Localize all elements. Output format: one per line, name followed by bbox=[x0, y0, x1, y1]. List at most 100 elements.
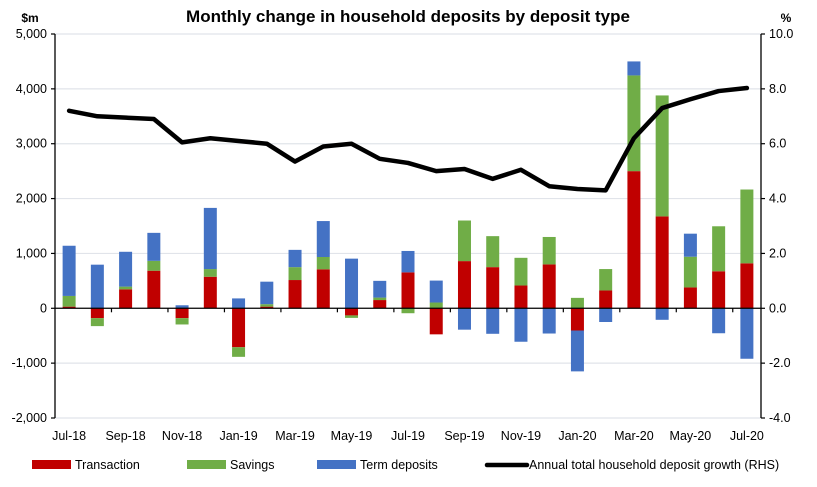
bar-term-deposits-jul-18 bbox=[62, 245, 76, 296]
bar-term-deposits-jan-19 bbox=[232, 298, 246, 309]
bar-term-deposits-dec-19 bbox=[542, 308, 556, 334]
y-axis-ticks: 5,000 4,000 3,000 2,000 1,000 0 -1,000 -2,000 bbox=[12, 27, 55, 425]
legend-swatch-transaction bbox=[32, 460, 71, 469]
bar-savings-aug-19 bbox=[429, 302, 443, 309]
x-axis-ticks: Jul-18 Sep-18 Nov-18 Jan-19 Mar-19 May-19 Jul-… bbox=[52, 429, 764, 443]
bar-transaction-feb-20 bbox=[599, 290, 613, 309]
bar-term-deposits-feb-19 bbox=[260, 281, 274, 305]
bar-term-deposits-may-20 bbox=[683, 233, 697, 257]
bar-term-deposits-apr-19 bbox=[316, 221, 330, 257]
x-tick-label: Nov-18 bbox=[162, 429, 202, 443]
bar-term-deposits-aug-19 bbox=[429, 280, 443, 303]
bar-term-deposits-aug-18 bbox=[90, 264, 104, 309]
bar-term-deposits-jun-19 bbox=[373, 280, 387, 298]
x-tick-label: Sep-18 bbox=[105, 429, 145, 443]
y2-tick-label: 10.0 bbox=[769, 27, 793, 41]
y-tick-label: 2,000 bbox=[16, 192, 47, 206]
growth-line-group bbox=[66, 85, 750, 193]
y-tick-label: -2,000 bbox=[12, 411, 47, 425]
bar-savings-mar-20 bbox=[627, 75, 641, 172]
bar-savings-jul-19 bbox=[401, 308, 415, 314]
y-tick-label: 1,000 bbox=[16, 246, 47, 260]
x-tick-label: Mar-19 bbox=[275, 429, 315, 443]
bar-savings-jun-19 bbox=[373, 297, 387, 301]
bar-transaction-apr-19 bbox=[316, 269, 330, 309]
x-tick-label: Jul-18 bbox=[52, 429, 86, 443]
x-tick-label: Jan-20 bbox=[558, 429, 596, 443]
bar-savings-may-19 bbox=[345, 315, 359, 318]
bar-transaction-oct-19 bbox=[486, 267, 500, 309]
bar-savings-feb-20 bbox=[599, 269, 613, 291]
x-tick-label: Mar-20 bbox=[614, 429, 654, 443]
bar-term-deposits-feb-20 bbox=[599, 308, 613, 322]
bar-savings-apr-20 bbox=[655, 95, 669, 217]
x-tick-label: Jan-19 bbox=[219, 429, 257, 443]
y-tick-label: 0 bbox=[40, 301, 47, 315]
bar-term-deposits-dec-18 bbox=[203, 207, 217, 270]
bar-transaction-apr-20 bbox=[655, 216, 669, 309]
legend-swatch-savings bbox=[187, 460, 226, 469]
bar-savings-nov-18 bbox=[175, 318, 189, 325]
y-tick-label: 5,000 bbox=[16, 27, 47, 41]
bar-term-deposits-oct-18 bbox=[147, 232, 161, 261]
bar-term-deposits-mar-20 bbox=[627, 61, 641, 76]
y2-tick-label: 2.0 bbox=[769, 246, 786, 260]
y2-tick-label: 4.0 bbox=[769, 192, 786, 206]
y2-axis-ticks: 10.0 8.0 6.0 4.0 2.0 0.0 -2.0 -4.0 bbox=[761, 27, 793, 425]
bar-term-deposits-jun-20 bbox=[712, 308, 726, 334]
bar-savings-oct-18 bbox=[147, 260, 161, 271]
bar-savings-dec-19 bbox=[542, 236, 556, 265]
bar-savings-sep-19 bbox=[457, 220, 471, 262]
bar-transaction-nov-19 bbox=[514, 285, 528, 309]
bar-savings-dec-18 bbox=[203, 269, 217, 277]
y-tick-label: -1,000 bbox=[12, 356, 47, 370]
y2-axis-unit-label: % bbox=[781, 11, 792, 25]
bar-savings-sep-18 bbox=[119, 286, 133, 290]
y2-tick-label: 8.0 bbox=[769, 82, 786, 96]
y2-tick-label: 0.0 bbox=[769, 301, 786, 315]
legend: Transaction Savings Term deposits Annual to… bbox=[32, 458, 779, 472]
legend-label: Term deposits bbox=[360, 458, 438, 472]
bar-term-deposits-jul-19 bbox=[401, 250, 415, 273]
bar-transaction-jun-20 bbox=[712, 271, 726, 309]
bar-transaction-sep-18 bbox=[119, 289, 133, 309]
bar-savings-oct-19 bbox=[486, 236, 500, 268]
bar-term-deposits-jan-20 bbox=[570, 330, 584, 372]
bar-savings-jul-20 bbox=[740, 189, 754, 264]
legend-label: Transaction bbox=[75, 458, 140, 472]
legend-label: Savings bbox=[230, 458, 274, 472]
bar-transaction-may-19 bbox=[345, 308, 359, 316]
bar-savings-nov-19 bbox=[514, 257, 528, 286]
bar-transaction-jul-18 bbox=[62, 306, 76, 309]
bar-savings-jan-20 bbox=[570, 297, 584, 309]
bar-transaction-mar-19 bbox=[288, 280, 302, 309]
y-axis-unit-label: $m bbox=[21, 11, 38, 25]
y2-tick-label: 6.0 bbox=[769, 137, 786, 151]
bar-transaction-mar-20 bbox=[627, 171, 641, 309]
bar-term-deposits-apr-20 bbox=[655, 308, 669, 320]
bar-term-deposits-nov-18 bbox=[175, 305, 189, 309]
x-tick-label: Jul-19 bbox=[391, 429, 425, 443]
bar-savings-may-20 bbox=[683, 256, 697, 288]
x-tick-label: Sep-19 bbox=[444, 429, 484, 443]
bar-transaction-jul-19 bbox=[401, 272, 415, 309]
bar-savings-mar-19 bbox=[288, 267, 302, 281]
y-tick-label: 3,000 bbox=[16, 137, 47, 151]
bar-term-deposits-oct-19 bbox=[486, 308, 500, 334]
bar-term-deposits-sep-18 bbox=[119, 251, 133, 287]
bar-savings-jul-18 bbox=[62, 295, 76, 307]
bar-term-deposits-jul-20 bbox=[740, 308, 754, 359]
x-tick-label: May-19 bbox=[331, 429, 373, 443]
bar-term-deposits-may-19 bbox=[345, 258, 359, 309]
x-tick-label: Nov-19 bbox=[501, 429, 541, 443]
bar-transaction-aug-19 bbox=[429, 308, 443, 335]
bar-transaction-jan-19 bbox=[232, 308, 246, 348]
bar-transaction-dec-18 bbox=[203, 276, 217, 309]
bar-savings-feb-19 bbox=[260, 304, 274, 307]
bar-transaction-dec-19 bbox=[542, 264, 556, 309]
bar-transaction-sep-19 bbox=[457, 261, 471, 309]
bar-transaction-jan-20 bbox=[570, 308, 584, 331]
bar-transaction-aug-18 bbox=[90, 308, 104, 319]
axes bbox=[54, 34, 762, 418]
bar-transaction-nov-18 bbox=[175, 308, 189, 319]
